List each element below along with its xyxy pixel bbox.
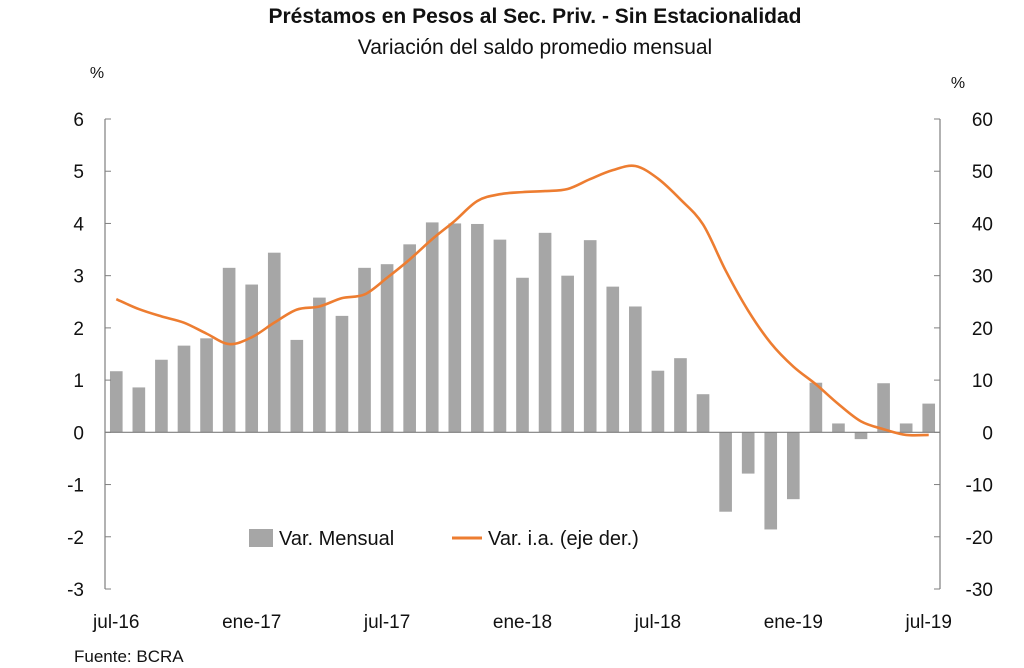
left-tick-label: -3 [67, 580, 84, 601]
x-tick-label-jul-18: jul-18 [634, 612, 681, 633]
bar-ene-18 [516, 277, 529, 433]
bar-nov-16 [200, 338, 213, 433]
bar-ene-19 [786, 432, 800, 500]
bar-nov-18 [741, 432, 755, 474]
left-tick-label: 2 [73, 319, 84, 340]
right-tick-label: 0 [982, 423, 993, 444]
left-tick-label: 3 [73, 267, 84, 288]
bar-feb-18 [538, 232, 552, 433]
legend: Var. Mensual Var. i.a. (eje der.) [249, 528, 639, 550]
right-tick-label: 10 [972, 371, 993, 392]
bar-jul-19 [922, 403, 936, 433]
right-tick-label: -10 [966, 476, 993, 497]
bar-mar-17 [290, 339, 304, 433]
bar-ago-16 [132, 387, 146, 433]
bar-abr-19 [854, 432, 868, 440]
left-tick-label: 4 [73, 214, 84, 235]
bar-feb-19 [809, 382, 823, 433]
left-tick-label: -1 [67, 476, 84, 497]
bar-ago-18 [674, 358, 687, 433]
bar-series [109, 222, 936, 530]
bar-nov-17 [471, 223, 484, 433]
bar-jun-18 [629, 306, 642, 433]
bar-jul-17 [380, 264, 394, 433]
bar-abr-18 [583, 240, 597, 433]
line-series [115, 164, 929, 437]
bar-feb-17 [267, 252, 281, 433]
right-tick-label: 20 [972, 319, 993, 340]
axes: -3-2-10123456-30-20-100102030405060jul-1… [67, 110, 993, 633]
left-tick-label: -2 [67, 528, 84, 549]
bar-dic-17 [493, 239, 507, 433]
bar-oct-16 [177, 345, 191, 433]
bar-oct-18 [719, 432, 732, 512]
right-tick-label: 60 [972, 110, 993, 131]
left-tick-label: 1 [73, 371, 84, 392]
bar-oct-17 [448, 223, 462, 433]
bar-mar-18 [561, 275, 574, 433]
bar-ago-17 [403, 244, 416, 433]
right-tick-label: 40 [972, 214, 993, 235]
bar-jul-16 [109, 371, 123, 433]
left-tick-label: 5 [73, 162, 84, 183]
bar-jun-17 [358, 267, 371, 433]
bar-dic-16 [222, 267, 236, 433]
bar-jun-19 [899, 423, 913, 433]
x-tick-label-jul-19: jul-19 [904, 612, 951, 633]
chart-title: Préstamos en Pesos al Sec. Priv. - Sin E… [269, 5, 802, 28]
chart-subtitle: Variación del saldo promedio mensual [358, 36, 712, 59]
x-tick-label-ene-19: ene-19 [764, 612, 823, 633]
x-tick-label-jul-16: jul-16 [92, 612, 139, 633]
bar-may-18 [606, 286, 620, 433]
source-note: Fuente: BCRA [74, 647, 184, 666]
left-axis-unit: % [90, 65, 104, 82]
legend-label-line: Var. i.a. (eje der.) [488, 528, 639, 550]
line-var-ia [115, 164, 929, 437]
bar-jul-18 [651, 370, 665, 433]
bar-abr-17 [313, 297, 326, 433]
x-tick-label-ene-18: ene-18 [493, 612, 552, 633]
legend-swatch-bars [249, 529, 273, 547]
left-tick-label: 6 [73, 110, 84, 131]
right-tick-label: 30 [972, 267, 993, 288]
bar-dic-18 [764, 432, 778, 530]
right-tick-label: -20 [966, 528, 993, 549]
bar-may-17 [335, 315, 349, 433]
right-axis-unit: % [951, 75, 965, 92]
bar-sep-16 [155, 359, 168, 433]
bar-ene-17 [245, 284, 259, 433]
legend-label-bars: Var. Mensual [279, 528, 394, 550]
x-tick-label-jul-17: jul-17 [363, 612, 410, 633]
bar-sep-17 [425, 222, 439, 433]
bar-sep-18 [696, 394, 710, 433]
right-tick-label: 50 [972, 162, 993, 183]
left-tick-label: 0 [73, 423, 84, 444]
right-tick-label: -30 [966, 580, 993, 601]
x-tick-label-ene-17: ene-17 [222, 612, 281, 633]
bar-mar-19 [832, 423, 845, 433]
bar-may-19 [877, 383, 890, 433]
